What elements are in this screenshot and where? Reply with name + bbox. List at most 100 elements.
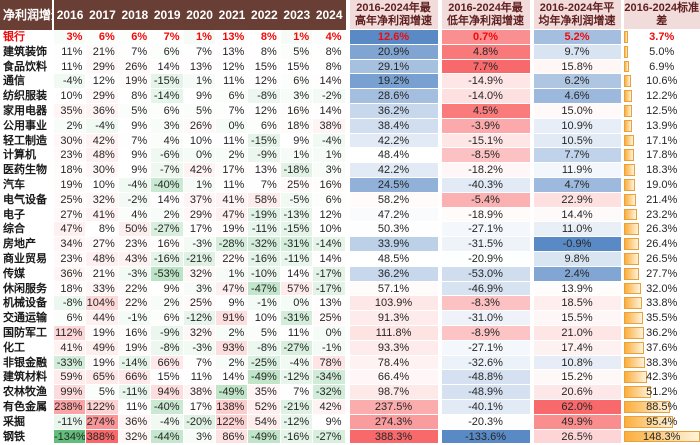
yearly-growth-cell: -4% — [280, 355, 314, 371]
yearly-growth-cell: 22% — [118, 281, 152, 297]
yearly-growth-cell: 44% — [86, 311, 119, 326]
std-dev-cell: 17.1% — [623, 134, 700, 149]
yearly-growth-cell: 16% — [313, 177, 346, 193]
row-label-industry: 通信 — [3, 75, 25, 88]
yearly-growth-cell: -12% — [183, 311, 216, 326]
avg-growth-cell: 10.8% — [533, 355, 621, 371]
row-label-industry: 纺织服装 — [3, 90, 47, 103]
std-dev-data-bar — [623, 238, 639, 250]
yearly-growth-cell: -40% — [151, 177, 184, 193]
avg-growth-cell: 22.9% — [533, 192, 621, 208]
std-dev-value: 51.2% — [646, 386, 678, 399]
yearly-growth-cell: 47% — [215, 207, 249, 223]
yearly-growth-cell: 6% — [151, 311, 184, 326]
avg-growth-cell: 14.4% — [533, 207, 621, 223]
std-dev-data-bar — [623, 356, 645, 369]
table-row: 电子 27% 41% 4% 2% 29% 47% -19% -13% 12% 47.2% -18.9%… — [0, 207, 700, 223]
yearly-growth-cell: 112% — [54, 325, 87, 341]
yearly-growth-cell: 0% — [215, 118, 249, 134]
yearly-growth-cell: 2% — [215, 355, 249, 371]
summary-header-line1: 2016-2024年最 — [356, 1, 431, 14]
yearly-growth-cell: 8% — [118, 89, 152, 104]
summary-header-line1: 2016-2024年平 — [539, 1, 615, 14]
yearly-growth-cell: 0% — [183, 148, 216, 164]
yearly-growth-cell: 26% — [183, 118, 216, 134]
yearly-growth-cell: 10% — [313, 222, 346, 238]
yearly-growth-cell: 48% — [86, 148, 119, 164]
std-dev-data-bar — [623, 297, 643, 310]
yearly-growth-cell: 59% — [54, 370, 87, 386]
std-dev-value: 36.2% — [646, 326, 678, 339]
avg-growth-cell: 10.5% — [533, 133, 621, 149]
avg-growth-cell: 9.7% — [533, 44, 621, 60]
yearly-growth-cell: 78% — [313, 355, 346, 371]
avg-growth-cell: 15.2% — [533, 370, 621, 386]
yearly-growth-cell: 10% — [54, 89, 87, 104]
yearly-growth-cell: 17% — [215, 163, 249, 178]
max-growth-cell: 33.9% — [349, 237, 438, 252]
yearly-growth-cell: -8% — [248, 340, 281, 356]
yearly-growth-cell: 12% — [215, 59, 249, 75]
summary-column-header: 2016-2024年最 高年净利润增速 — [349, 0, 438, 30]
yearly-growth-cell: -16% — [151, 251, 184, 267]
avg-growth-cell: 7.7% — [533, 148, 621, 164]
yearly-growth-cell: 4% — [313, 30, 346, 45]
yearly-growth-cell: 238% — [54, 399, 87, 415]
yearly-growth-cell: 1% — [183, 74, 216, 90]
std-dev-value: 21.4% — [646, 193, 678, 206]
std-dev-data-bar — [623, 312, 644, 324]
std-dev-cell: 51.2% — [623, 385, 700, 400]
yearly-growth-cell: 1% — [280, 148, 314, 164]
yearly-growth-cell: 2% — [54, 118, 87, 134]
yearly-growth-cell: 6% — [248, 118, 281, 134]
min-growth-cell: -3.9% — [441, 118, 530, 134]
yearly-growth-cell: -8% — [151, 340, 184, 356]
max-growth-cell: 66.4% — [349, 370, 438, 386]
yearly-growth-cell: -25% — [248, 355, 281, 371]
yearly-growth-cell: 19% — [86, 325, 119, 341]
table-row: 商业贸易 23% 48% 43% -16% -21% 22% -16% -11% 14% 48.5%… — [0, 251, 700, 267]
yearly-growth-cell: -47% — [248, 281, 281, 297]
yearly-growth-cell: -34% — [313, 370, 346, 386]
std-dev-cell: 19.0% — [623, 178, 700, 193]
yearly-growth-cell: 7% — [183, 355, 216, 371]
std-dev-cell: 37.6% — [623, 341, 700, 356]
yearly-growth-cell: 19% — [118, 340, 152, 356]
yearly-growth-cell: -21% — [280, 399, 314, 415]
avg-growth-cell: 4.6% — [533, 89, 621, 104]
std-dev-value: 95.4% — [646, 415, 678, 428]
min-growth-cell: -27.1% — [441, 222, 530, 238]
yearly-growth-cell: -10% — [248, 266, 281, 282]
std-dev-data-bar — [623, 400, 670, 413]
yearly-growth-cell: -3% — [183, 340, 216, 356]
row-label-industry: 家用电器 — [3, 104, 47, 117]
yearly-growth-cell: -11% — [54, 414, 87, 430]
max-growth-cell: 28.6% — [349, 89, 438, 104]
year-column-header: 2021 — [215, 0, 249, 30]
yearly-growth-cell: 32% — [86, 192, 119, 208]
max-growth-cell: 103.9% — [349, 296, 438, 312]
yearly-growth-cell: 33% — [86, 281, 119, 297]
yearly-growth-cell: 138% — [215, 399, 249, 415]
min-growth-cell: -48.8% — [441, 370, 530, 386]
std-dev-value: 19.0% — [646, 178, 678, 191]
yearly-growth-cell: -15% — [151, 74, 184, 90]
yearly-growth-cell: 6% — [280, 74, 314, 90]
row-label-industry: 电子 — [3, 208, 25, 221]
min-growth-cell: 4.8% — [441, 44, 530, 60]
yearly-growth-cell: -44% — [151, 429, 184, 445]
std-dev-value: 26.3% — [646, 223, 678, 236]
table-row: 通信 -4% 12% 19% -15% 1% 11% 12% 6% 14% 19.2% -14.9% 6… — [0, 74, 700, 90]
yearly-growth-cell: 23% — [54, 251, 87, 267]
yearly-growth-cell: -16% — [280, 429, 314, 445]
table-row: 银行 3% 6% 6% 7% 1% 13% 8% 1% 4% 12.6% 0.7% 5.2% 3.7% — [0, 30, 700, 45]
std-dev-value: 88.5% — [646, 400, 678, 413]
table-row: 交通运输 6% 44% -1% 6% -12% 91% 10% -31% 25% 91.3% -31.… — [0, 311, 700, 326]
yearly-growth-cell: 3% — [54, 30, 87, 45]
yearly-growth-cell: 11% — [280, 325, 314, 341]
std-dev-data-bar — [623, 341, 645, 354]
yearly-growth-cell: 42% — [183, 163, 216, 178]
yearly-growth-cell: -31% — [280, 237, 314, 252]
min-growth-cell: -53.0% — [441, 266, 530, 282]
